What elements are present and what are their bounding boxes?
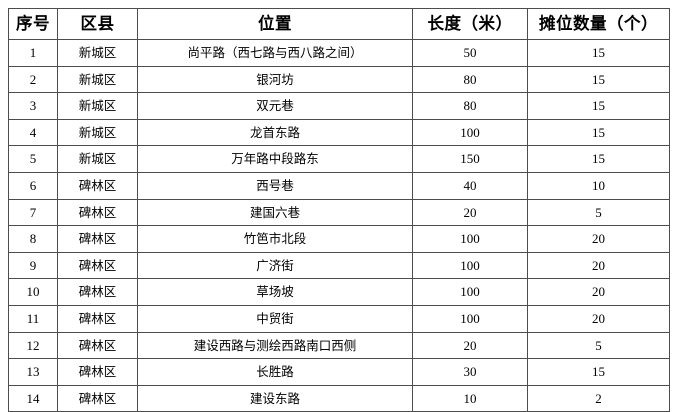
cell-location: 中贸街 [137, 304, 413, 333]
cell-index: 12 [8, 331, 58, 360]
cell-district: 新城区 [57, 39, 138, 67]
cell-index: 13 [8, 358, 58, 386]
cell-length: 20 [412, 198, 528, 227]
cell-location: 草场坡 [137, 278, 413, 306]
cell-index: 1 [8, 39, 58, 67]
table-row: 12 碑林区 建设西路与测绘西路南口西侧 20 5 [8, 331, 670, 360]
cell-location: 银河坊 [137, 65, 413, 94]
column-header-index: 序号 [8, 8, 58, 40]
column-header-length: 长度（米） [412, 8, 528, 40]
cell-district: 新城区 [57, 145, 138, 173]
table-row: 7 碑林区 建国六巷 20 5 [8, 198, 670, 227]
cell-length: 150 [412, 145, 528, 173]
cell-index: 7 [8, 198, 58, 227]
cell-length: 100 [412, 278, 528, 306]
table-row: 9 碑林区 广济街 100 20 [8, 251, 670, 280]
cell-stalls: 2 [527, 384, 670, 412]
cell-length: 40 [412, 171, 528, 200]
cell-length: 100 [412, 118, 528, 147]
cell-location: 尚平路（西七路与西八路之间） [137, 39, 413, 67]
stall-allocation-table: 序号 区县 位置 长度（米） 摊位数量（个） 1 新城区 尚平路（西七路与西八路之间… [8, 8, 670, 412]
cell-district: 碑林区 [57, 225, 138, 253]
table-row: 13 碑林区 长胜路 30 15 [8, 358, 670, 386]
table-row: 6 碑林区 西号巷 40 10 [8, 171, 670, 200]
cell-index: 11 [8, 304, 58, 333]
cell-length: 10 [412, 384, 528, 412]
table-row: 3 新城区 双元巷 80 15 [8, 92, 670, 120]
cell-location: 建国六巷 [137, 198, 413, 227]
cell-district: 新城区 [57, 92, 138, 120]
cell-stalls: 20 [527, 278, 670, 306]
cell-stalls: 15 [527, 92, 670, 120]
column-header-stalls: 摊位数量（个） [527, 8, 670, 40]
cell-district: 碑林区 [57, 251, 138, 280]
table-row: 11 碑林区 中贸街 100 20 [8, 304, 670, 333]
cell-location: 双元巷 [137, 92, 413, 120]
cell-index: 2 [8, 65, 58, 94]
cell-stalls: 20 [527, 251, 670, 280]
cell-index: 14 [8, 384, 58, 412]
cell-stalls: 15 [527, 118, 670, 147]
cell-stalls: 15 [527, 65, 670, 94]
cell-stalls: 15 [527, 39, 670, 67]
cell-location: 建设东路 [137, 384, 413, 412]
cell-length: 100 [412, 304, 528, 333]
cell-index: 10 [8, 278, 58, 306]
cell-length: 100 [412, 225, 528, 253]
cell-length: 20 [412, 331, 528, 360]
table-row: 14 碑林区 建设东路 10 2 [8, 384, 670, 412]
table-container: 序号 区县 位置 长度（米） 摊位数量（个） 1 新城区 尚平路（西七路与西八路之间… [8, 8, 670, 412]
column-header-district: 区县 [57, 8, 138, 40]
cell-index: 9 [8, 251, 58, 280]
cell-district: 碑林区 [57, 358, 138, 386]
table-row: 5 新城区 万年路中段路东 150 15 [8, 145, 670, 173]
cell-district: 碑林区 [57, 198, 138, 227]
cell-index: 8 [8, 225, 58, 253]
table-row: 8 碑林区 竹笆市北段 100 20 [8, 225, 670, 253]
cell-location: 西号巷 [137, 171, 413, 200]
cell-district: 碑林区 [57, 384, 138, 412]
cell-length: 50 [412, 39, 528, 67]
cell-stalls: 5 [527, 331, 670, 360]
column-header-location: 位置 [137, 8, 413, 40]
cell-index: 6 [8, 171, 58, 200]
cell-stalls: 5 [527, 198, 670, 227]
cell-district: 碑林区 [57, 278, 138, 306]
table-row: 10 碑林区 草场坡 100 20 [8, 278, 670, 306]
cell-stalls: 10 [527, 171, 670, 200]
cell-location: 龙首东路 [137, 118, 413, 147]
cell-index: 4 [8, 118, 58, 147]
cell-length: 30 [412, 358, 528, 386]
table-header: 序号 区县 位置 长度（米） 摊位数量（个） [8, 8, 670, 40]
cell-stalls: 15 [527, 145, 670, 173]
table-row: 2 新城区 银河坊 80 15 [8, 65, 670, 94]
cell-stalls: 15 [527, 358, 670, 386]
cell-location: 竹笆市北段 [137, 225, 413, 253]
cell-index: 5 [8, 145, 58, 173]
cell-district: 新城区 [57, 65, 138, 94]
cell-district: 新城区 [57, 118, 138, 147]
cell-stalls: 20 [527, 304, 670, 333]
cell-length: 80 [412, 65, 528, 94]
cell-district: 碑林区 [57, 171, 138, 200]
cell-location: 建设西路与测绘西路南口西侧 [137, 331, 413, 360]
cell-location: 广济街 [137, 251, 413, 280]
cell-location: 万年路中段路东 [137, 145, 413, 173]
cell-district: 碑林区 [57, 304, 138, 333]
table-header-row: 序号 区县 位置 长度（米） 摊位数量（个） [8, 8, 670, 40]
cell-index: 3 [8, 92, 58, 120]
table-row: 4 新城区 龙首东路 100 15 [8, 118, 670, 147]
cell-length: 80 [412, 92, 528, 120]
table-row: 1 新城区 尚平路（西七路与西八路之间） 50 15 [8, 39, 670, 67]
cell-location: 长胜路 [137, 358, 413, 386]
cell-district: 碑林区 [57, 331, 138, 360]
cell-stalls: 20 [527, 225, 670, 253]
table-body: 1 新城区 尚平路（西七路与西八路之间） 50 15 2 新城区 银河坊 80 15 3 新城区 双元巷… [8, 39, 670, 412]
cell-length: 100 [412, 251, 528, 280]
